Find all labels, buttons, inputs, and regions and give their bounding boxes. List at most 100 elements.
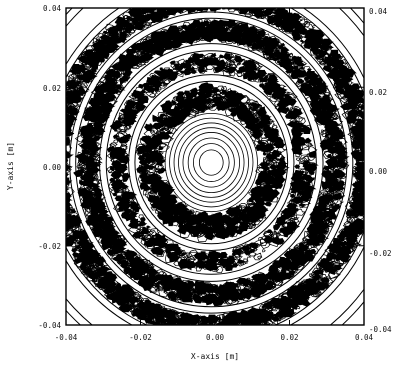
contour-fragment [212, 97, 217, 102]
contour-fragment [50, 147, 61, 153]
contour-fragment [275, 161, 281, 167]
contour-fragment [57, 117, 65, 124]
contour-ring [99, 43, 324, 282]
contour-fragment [52, 129, 62, 135]
contour-fragment [56, 155, 62, 160]
contour-fragment [365, 134, 369, 137]
contour-fragment [303, 125, 312, 134]
contour-fragment [66, 123, 67, 124]
contour-fragment [147, 161, 159, 168]
contour-fragment [236, 327, 241, 330]
contour-fragment [251, 124, 258, 131]
contour-fragment [149, 138, 164, 147]
contour-fragment [238, 95, 252, 105]
contour-fragment [170, 327, 182, 335]
contour-fragment [146, 225, 152, 229]
contour-fragment [138, 174, 150, 184]
contour-fragment [166, 0, 173, 3]
contour-fragment [215, 220, 220, 224]
contour-fragment [160, 8, 161, 9]
contour-fragment [113, 139, 119, 144]
contour-fragment [219, 328, 225, 333]
contour-fragment [50, 135, 61, 142]
contour-fragment [143, 123, 154, 131]
contour-fragment [206, 103, 220, 111]
contour-fragment [367, 157, 376, 163]
contour-fragment [167, 252, 175, 259]
contour-fragment [55, 211, 65, 217]
contour-fragment [211, 213, 217, 220]
contour-fragment [146, 166, 153, 172]
contour-fragment [53, 152, 62, 156]
contour-fragment [94, 107, 100, 111]
contour-fragment [56, 122, 60, 125]
contour-fragment [155, 0, 162, 2]
contour-fragment [186, 0, 193, 5]
contour-fragment [159, 67, 164, 71]
contour-fragment [224, 0, 236, 4]
contour-fragment [180, 252, 186, 257]
contour-fragment [239, 328, 247, 333]
contour-fragment [246, 0, 250, 2]
contour-fragment [194, 0, 203, 6]
contour-fragment [254, 180, 262, 185]
contour-fragment [59, 185, 64, 189]
contour-fragment [53, 190, 63, 198]
contour-fragment [368, 149, 375, 154]
contour-fragment [169, 60, 176, 65]
contour-fragment [258, 143, 267, 149]
contour-fragment [66, 180, 68, 182]
contour-ring [173, 122, 249, 203]
contour-ring [164, 113, 258, 213]
contour-lines [49, 0, 377, 338]
contour-fragment [53, 118, 60, 122]
contour-fragment [60, 193, 64, 196]
contour-fragment [193, 330, 196, 333]
contour-fragment [233, 111, 244, 122]
contour-fragment [56, 110, 59, 113]
contour-fragment [269, 139, 283, 147]
contour-fragment [55, 184, 63, 188]
contour-fragment [66, 109, 68, 111]
contour-fragment [173, 63, 180, 69]
contour-fragment [224, 324, 229, 325]
contour-fragment [189, 0, 202, 3]
contour-fragment [66, 142, 68, 145]
contour-fragment [255, 113, 263, 119]
contour-fragment [186, 330, 194, 335]
contour-fragment [206, 33, 215, 42]
contour-fragment [200, 0, 208, 2]
contour-fragment [212, 87, 219, 94]
contour-fragment [243, 0, 252, 6]
contour-fragment [229, 0, 236, 3]
contour-fragment [66, 189, 67, 191]
contour-fragment [66, 158, 68, 160]
contour-fragment [243, 258, 249, 264]
contour-fragment [365, 159, 376, 166]
contour-fragment [366, 163, 373, 167]
contour-fragment [369, 157, 377, 165]
contour-fragment [239, 115, 247, 120]
contour-ring [192, 143, 230, 182]
contour-fragment [189, 331, 196, 336]
contour-fragment [188, 282, 194, 288]
contour-fragment [141, 166, 148, 174]
contour-fragment [155, 200, 164, 206]
contour-fragment [255, 0, 260, 2]
contour-fragment [49, 134, 56, 138]
contour-fragment [248, 205, 261, 214]
contour-fragment [367, 192, 374, 195]
contour-fragment [157, 191, 164, 197]
contour-fragment [279, 168, 286, 174]
contour-fragment [186, 0, 194, 4]
contour-fragment [109, 143, 116, 148]
contour-fragment [184, 330, 198, 338]
contour-fragment [185, 329, 193, 334]
contour-fragment [246, 121, 256, 129]
contour-fragment [368, 146, 373, 150]
contour-fragment [179, 95, 186, 100]
contour-ring [198, 149, 224, 176]
contour-fragment [142, 177, 152, 184]
contour-fragment [369, 140, 375, 143]
